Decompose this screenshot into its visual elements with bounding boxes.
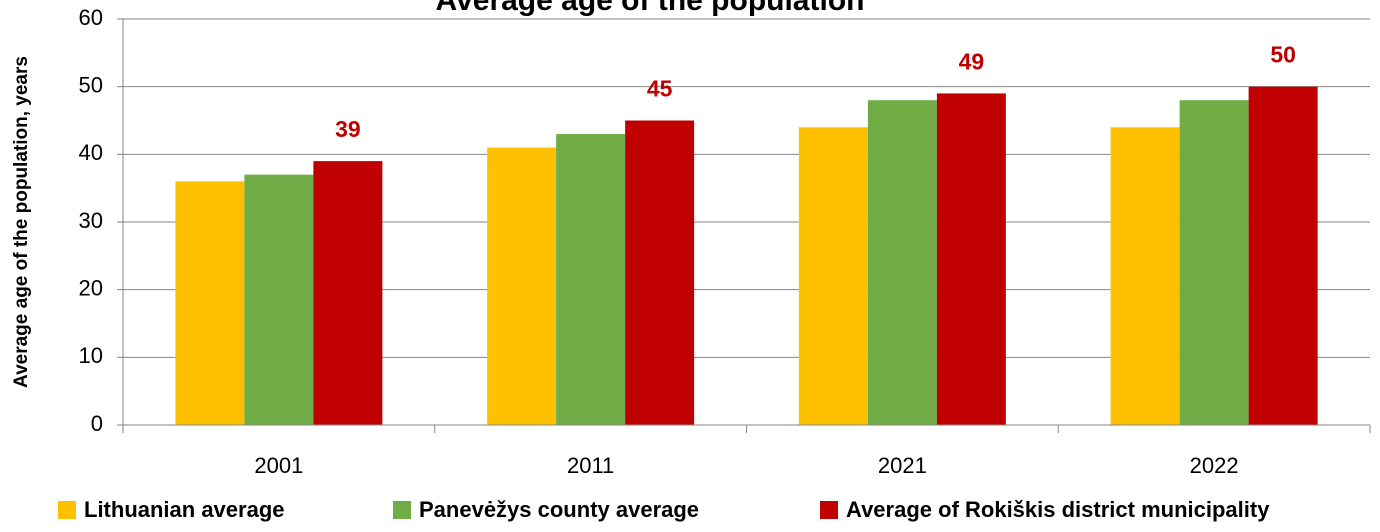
- data-label: 49: [959, 49, 985, 75]
- y-tick-label: 0: [91, 411, 103, 436]
- bar: [1179, 100, 1249, 425]
- legend-swatch: [820, 501, 838, 519]
- bar: [175, 181, 245, 425]
- bar: [625, 120, 695, 425]
- y-axis-label: Average age of the population, years: [11, 56, 32, 388]
- legend-label: Lithuanian average: [84, 497, 285, 522]
- chart-title: Average age of the population: [436, 0, 865, 17]
- bar: [1248, 86, 1318, 426]
- bar: [798, 127, 868, 426]
- y-tick-label: 50: [79, 72, 103, 97]
- y-tick-label: 30: [79, 208, 103, 233]
- bar: [936, 93, 1006, 425]
- legend-swatch: [393, 501, 411, 519]
- x-tick-label: 2021: [878, 453, 927, 478]
- bar: [313, 161, 383, 425]
- y-tick-label: 10: [79, 343, 103, 368]
- x-tick-label: 2011: [567, 453, 614, 478]
- data-label: 50: [1270, 42, 1296, 68]
- y-tick-label: 20: [79, 275, 103, 300]
- bar: [867, 100, 937, 425]
- legend-swatch: [58, 501, 76, 519]
- y-tick-label: 60: [79, 5, 103, 30]
- x-tick-label: 2022: [1190, 453, 1239, 478]
- y-tick-label: 40: [79, 140, 103, 165]
- data-label: 45: [647, 76, 673, 102]
- bar: [1110, 127, 1180, 426]
- legend-label: Panevėžys county average: [419, 497, 699, 522]
- bar: [487, 147, 557, 426]
- bar: [244, 174, 314, 425]
- bar: [556, 134, 626, 426]
- x-tick-label: 2001: [254, 453, 303, 478]
- data-label: 39: [335, 116, 361, 142]
- legend-label: Average of Rokiškis district municipalit…: [846, 497, 1270, 522]
